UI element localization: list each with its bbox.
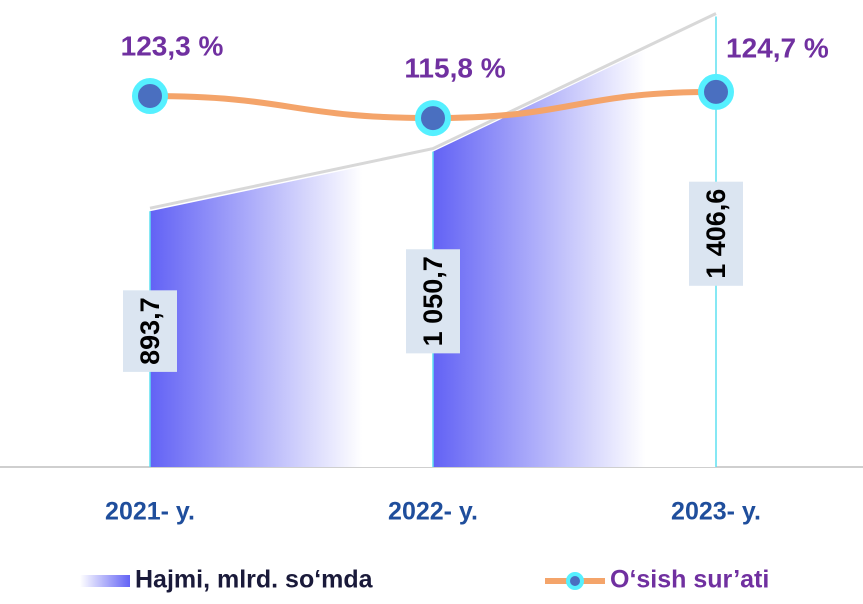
value-label-text: 1 050,7: [418, 256, 448, 346]
value-label: 893,7: [123, 290, 177, 372]
value-label: 1 406,6: [689, 181, 743, 286]
legend-area-icon: [80, 575, 130, 587]
legend-label: Hajmi, mlrd. so‘mda: [135, 566, 374, 594]
legend-marker-icon: [566, 572, 584, 590]
value-label: 1 050,7: [406, 249, 460, 354]
line-marker: [415, 100, 451, 137]
value-label-box: [406, 249, 460, 354]
line-marker: [132, 78, 168, 115]
line-value-label: 115,8 %: [404, 52, 505, 83]
value-label-text: 893,7: [135, 297, 165, 365]
x-tick-label: 2021- y.: [105, 498, 195, 526]
value-label-box: [689, 181, 743, 286]
legend-label: O‘sish sur’ati: [610, 566, 769, 594]
value-label-box: [123, 290, 177, 372]
x-tick-label: 2022- y.: [388, 498, 478, 526]
x-tick-label: 2023- y.: [671, 498, 761, 526]
line-value-label: 124,7 %: [726, 32, 829, 63]
value-label-text: 1 406,6: [701, 189, 731, 279]
line-value-label: 123,3 %: [121, 30, 224, 61]
line-marker: [698, 73, 734, 110]
area-top-edge: [149, 12, 717, 210]
